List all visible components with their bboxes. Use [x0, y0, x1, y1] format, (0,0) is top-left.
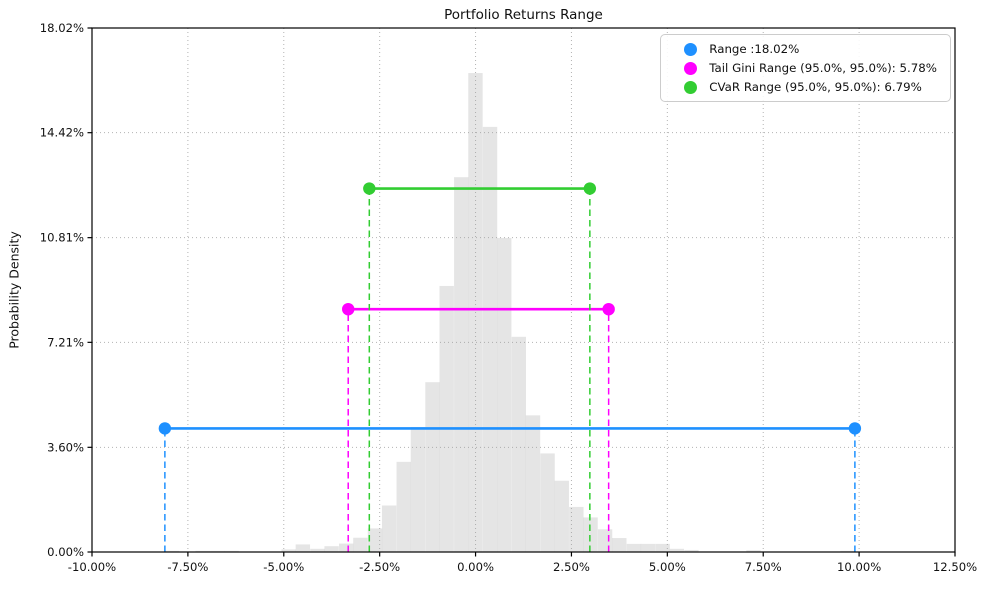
histogram-bar [425, 382, 440, 552]
x-tick-label: -2.50% [359, 560, 400, 574]
histogram-bar [367, 528, 383, 552]
x-tick-label: -5.00% [263, 560, 304, 574]
legend: Range :18.02% Tail Gini Range (95.0%, 95.… [660, 34, 951, 102]
tail-gini-range-marker [602, 302, 615, 316]
y-axis-label: Probability Density [6, 231, 22, 349]
histogram-bar [468, 73, 483, 552]
plot-border [91, 27, 956, 553]
histogram-bar [396, 461, 411, 552]
x-tick-label: 10.00% [837, 560, 881, 574]
tail-gini-range-marker-icon [684, 61, 698, 75]
range-marker [848, 422, 862, 435]
histogram-bar [655, 543, 670, 552]
histogram-bar [554, 480, 569, 552]
histogram-bar [583, 517, 598, 552]
histogram-bar [324, 546, 339, 552]
histogram-bar [454, 177, 469, 552]
x-tick-label: 7.50% [745, 560, 782, 574]
legend-item-tail-gini-range: Tail Gini Range (95.0%, 95.0%): 5.78% [672, 61, 937, 75]
histogram-bar [612, 538, 627, 552]
y-tick-label: 7.21% [47, 335, 84, 349]
histogram-bar [339, 543, 354, 552]
tail-gini-range-marker [342, 302, 355, 316]
histogram-bar [569, 506, 584, 552]
legend-item-label: CVaR Range (95.0%, 95.0%): 6.79% [709, 80, 922, 94]
histogram-bar [684, 549, 699, 552]
range-marker [158, 422, 172, 435]
x-tick-label: 12.50% [933, 560, 977, 574]
cvar-range-marker [363, 182, 376, 195]
legend-item-cvar-range: CVaR Range (95.0%, 95.0%): 6.79% [672, 80, 937, 94]
y-tick-label: 18.02% [40, 21, 84, 35]
legend-item-label: Range :18.02% [709, 42, 800, 56]
histogram-bar [746, 550, 761, 552]
histogram-bar [310, 548, 325, 552]
cvar-range-marker-icon [684, 80, 698, 94]
histogram-bar [381, 505, 397, 552]
y-tick-label: 0.00% [47, 545, 84, 559]
histogram-bar [410, 426, 426, 552]
histogram-bar [640, 543, 656, 552]
histogram-bar [295, 544, 311, 552]
histogram-bar [482, 126, 498, 553]
x-tick-label: -10.00% [68, 560, 116, 574]
histogram-bar [669, 548, 685, 552]
x-tick-label: 0.00% [457, 560, 494, 574]
legend-item-label: Tail Gini Range (95.0%, 95.0%): 5.78% [709, 61, 937, 75]
chart-title: Portfolio Returns Range [444, 7, 603, 23]
histogram-bar [626, 543, 642, 552]
histogram-bar [511, 336, 526, 552]
histogram-bar [540, 453, 555, 552]
histogram-bar [525, 415, 541, 552]
x-tick-label: 5.00% [649, 560, 686, 574]
histogram-bar [497, 237, 512, 552]
histogram-bar [597, 529, 613, 552]
y-tick-label: 10.81% [40, 231, 84, 245]
x-tick-label: 2.50% [553, 560, 590, 574]
legend-item-range: Range :18.02% [672, 42, 937, 56]
histogram-bar [439, 285, 454, 552]
cvar-range-marker [583, 182, 597, 195]
y-tick-label: 3.60% [47, 440, 84, 454]
range-marker-icon [684, 42, 698, 56]
histogram-bar [281, 549, 296, 552]
x-tick-label: -7.50% [167, 560, 208, 574]
y-tick-label: 14.42% [40, 126, 84, 140]
histogram-bar [353, 537, 368, 552]
